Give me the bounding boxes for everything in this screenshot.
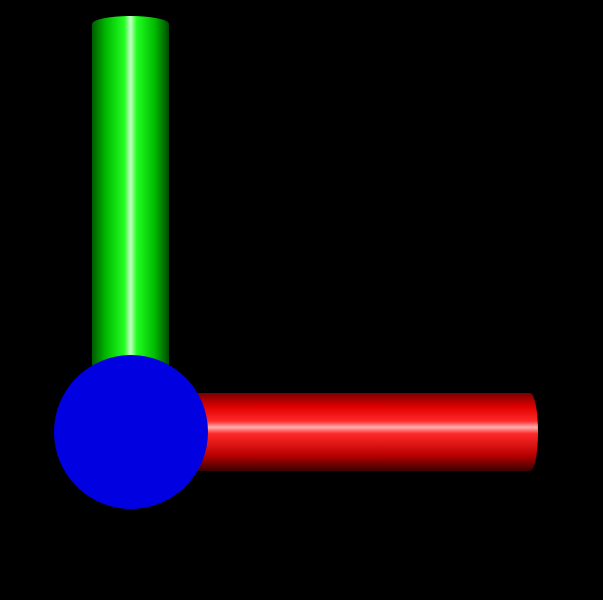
y-axis-cylinder (92, 16, 169, 404)
x-axis-cylinder (150, 393, 538, 471)
z-axis-endcap (54, 355, 208, 509)
